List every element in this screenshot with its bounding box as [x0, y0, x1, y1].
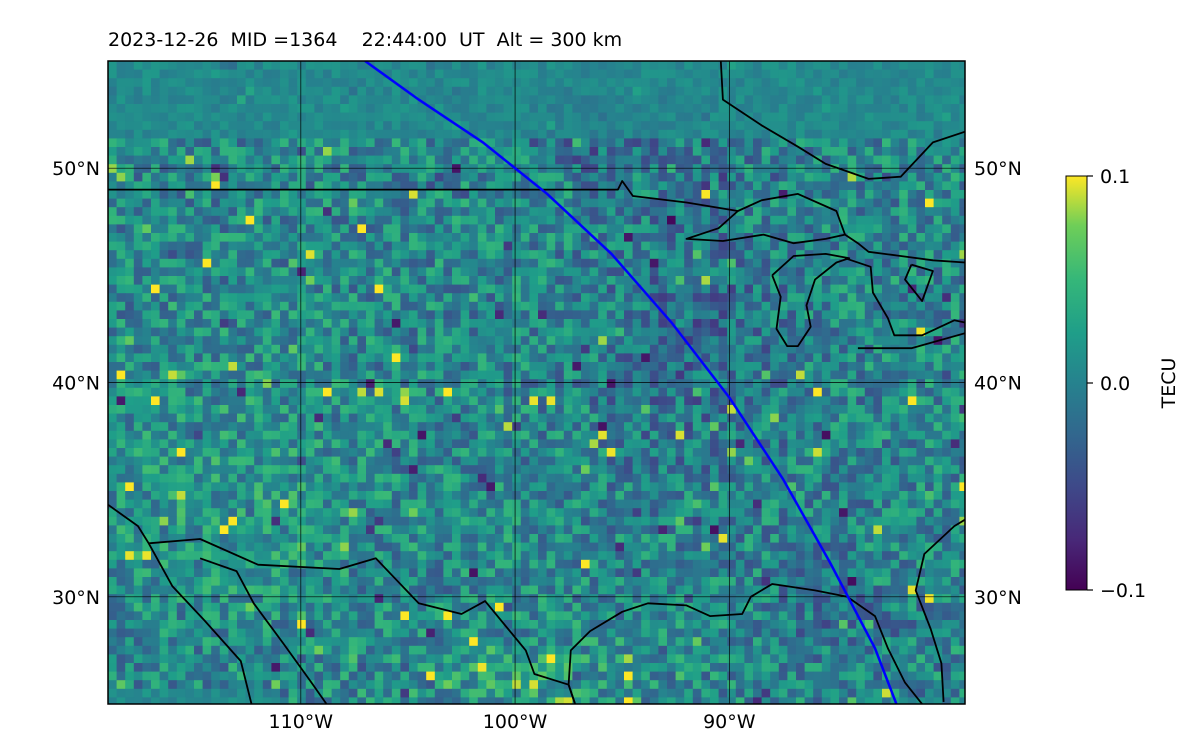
lat-tick-label-right: 40°N [974, 373, 1022, 395]
lat-tick-label-left: 50°N [52, 158, 100, 180]
lon-tick-label: 110°W [269, 711, 334, 733]
colorbar-label: TECU [1158, 358, 1180, 410]
colorbar-tick-label: −0.1 [1100, 580, 1146, 602]
lat-tick-label-left: 40°N [52, 373, 100, 395]
lat-tick-label-right: 50°N [974, 158, 1022, 180]
colorbar-ticks: 0.1 0.0 −0.1 [1087, 166, 1146, 602]
tec-heatmap [108, 61, 968, 706]
longitude-labels: 110°W 100°W 90°W [269, 711, 756, 733]
lon-tick-label: 90°W [703, 711, 756, 733]
figure-title: 2023-12-26 MID =1364 22:44:00 UT Alt = 3… [108, 29, 622, 51]
colorbar: 0.1 0.0 −0.1 TECU [1066, 166, 1180, 602]
lon-tick-label: 100°W [483, 711, 548, 733]
colorbar-tick-label: 0.0 [1100, 373, 1130, 395]
colorbar-tick-label: 0.1 [1100, 166, 1130, 188]
colorbar-gradient [1066, 176, 1087, 590]
lat-tick-label-right: 30°N [974, 587, 1022, 609]
lat-tick-label-left: 30°N [52, 587, 100, 609]
